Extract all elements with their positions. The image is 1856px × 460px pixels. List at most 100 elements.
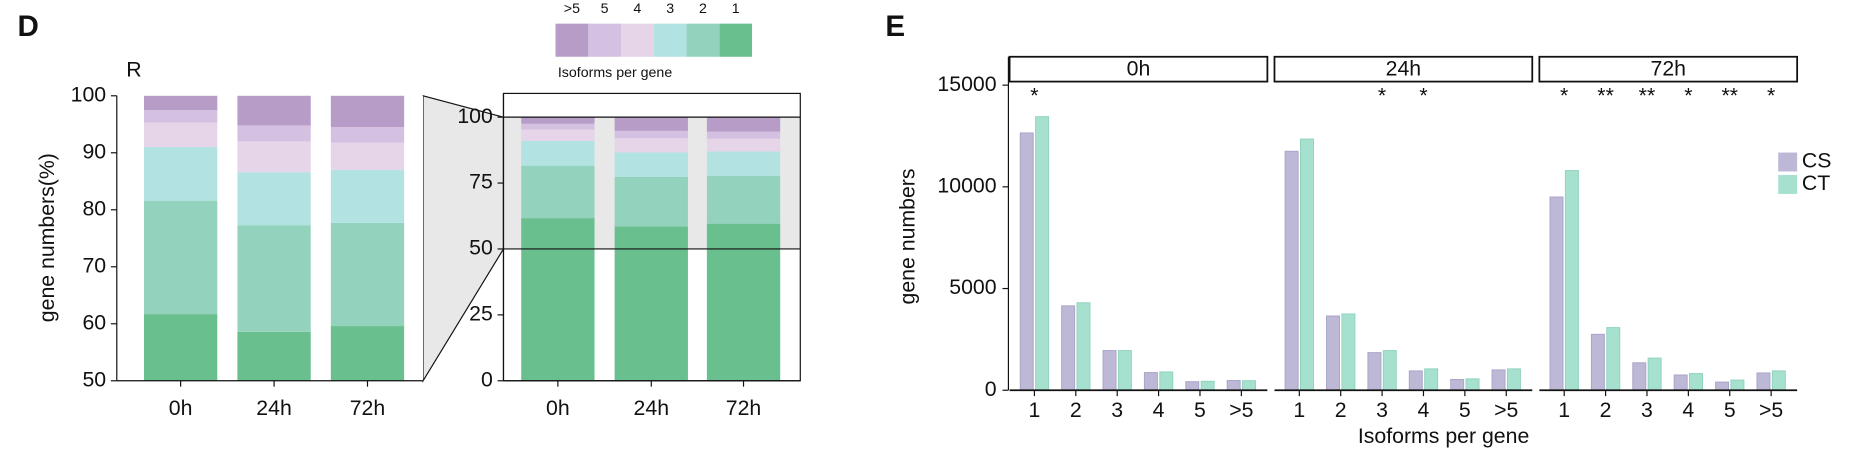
panel-label: D bbox=[17, 10, 38, 43]
bar-segment bbox=[706, 175, 781, 224]
x-tick-label: 1 bbox=[1029, 398, 1041, 422]
x-tick-label: 3 bbox=[1641, 398, 1653, 422]
bar bbox=[1606, 327, 1621, 391]
x-tick-label: 24h bbox=[256, 396, 291, 420]
x-tick-label: 2 bbox=[1335, 398, 1347, 422]
legend-label: CS bbox=[1802, 149, 1832, 173]
bar-segment bbox=[706, 138, 781, 152]
y-tick-label: 10000 bbox=[937, 173, 996, 197]
bar-segment bbox=[706, 223, 781, 381]
bar bbox=[1408, 370, 1423, 391]
panel-label: E bbox=[885, 10, 905, 43]
bar-segment bbox=[706, 117, 781, 132]
bar bbox=[1689, 373, 1704, 391]
significance: * bbox=[1684, 84, 1692, 108]
legend-swatch bbox=[686, 23, 720, 57]
legend-swatch bbox=[621, 23, 654, 57]
bar-segment bbox=[143, 314, 218, 381]
bar-segment bbox=[237, 125, 311, 142]
bar bbox=[1185, 381, 1200, 391]
x-tick-label: >5 bbox=[1759, 398, 1783, 422]
bar-segment bbox=[521, 123, 595, 130]
bar-segment bbox=[330, 222, 405, 327]
x-tick-label: 4 bbox=[1153, 398, 1165, 422]
bar-segment bbox=[614, 226, 688, 381]
facet-label: 0h bbox=[1127, 56, 1151, 80]
bar-segment bbox=[237, 172, 311, 226]
x-tick-label: 5 bbox=[1459, 398, 1471, 422]
y-tick-label: 90 bbox=[82, 139, 106, 163]
bar bbox=[1549, 196, 1564, 391]
x-tick-label: 1 bbox=[1293, 398, 1305, 422]
bar bbox=[1771, 370, 1786, 391]
y-tick-label: 15000 bbox=[937, 72, 996, 96]
bar-segment bbox=[614, 130, 688, 139]
bar-segment bbox=[521, 218, 595, 381]
bar bbox=[1242, 380, 1257, 391]
x-tick-label: 1 bbox=[1558, 398, 1570, 422]
bar bbox=[1756, 372, 1771, 391]
significance: * bbox=[1378, 84, 1386, 108]
x-tick-label: 0h bbox=[546, 396, 570, 420]
bar-segment bbox=[330, 326, 405, 381]
legend-swatch bbox=[555, 23, 589, 57]
legend-swatch bbox=[653, 23, 687, 57]
facet-strip bbox=[1538, 55, 1799, 83]
x-tick-label: >5 bbox=[1494, 398, 1518, 422]
y-tick-label: 75 bbox=[469, 170, 493, 194]
bar-segment bbox=[614, 138, 688, 153]
bar-segment bbox=[614, 152, 688, 177]
bar-segment bbox=[330, 95, 405, 128]
x-tick-label: 72h bbox=[726, 396, 761, 420]
bar bbox=[1019, 132, 1034, 391]
facet-label: 72h bbox=[1651, 56, 1686, 80]
bar-segment bbox=[330, 142, 405, 170]
bar bbox=[1632, 362, 1647, 391]
y-tick-label: 60 bbox=[82, 310, 106, 334]
x-tick-label: 5 bbox=[1724, 398, 1736, 422]
bar bbox=[1715, 381, 1730, 391]
bar bbox=[1564, 170, 1579, 391]
bar bbox=[1300, 138, 1314, 391]
y-tick-label: 5000 bbox=[949, 275, 996, 299]
y-tick-label: 25 bbox=[469, 301, 493, 325]
significance: ** bbox=[1639, 84, 1656, 108]
x-tick-label: 3 bbox=[1376, 398, 1388, 422]
facet-strip bbox=[1008, 55, 1269, 83]
legend-swatch bbox=[719, 23, 753, 57]
bar bbox=[1035, 116, 1050, 391]
bar bbox=[1159, 371, 1174, 391]
bar bbox=[1367, 352, 1382, 391]
bar bbox=[1491, 369, 1506, 391]
facet-strip bbox=[1273, 55, 1534, 83]
legend-swatch bbox=[588, 23, 622, 57]
bar-segment bbox=[706, 151, 781, 176]
bar-segment bbox=[143, 147, 218, 201]
y-axis-label: gene numbers bbox=[896, 169, 920, 305]
y-tick-label: 70 bbox=[82, 253, 106, 277]
bar bbox=[1226, 379, 1241, 391]
bar bbox=[1506, 368, 1521, 391]
y-axis-label: gene numbers(%) bbox=[35, 153, 59, 322]
bar bbox=[1326, 315, 1340, 391]
x-tick-label: 2 bbox=[1070, 398, 1082, 422]
legend-label: 2 bbox=[699, 1, 707, 17]
x-tick-label: 24h bbox=[634, 396, 669, 420]
bar bbox=[1117, 350, 1132, 391]
significance: * bbox=[1560, 84, 1568, 108]
legend-label: 5 bbox=[601, 1, 609, 17]
bar bbox=[1424, 368, 1439, 391]
x-tick-label: 0h bbox=[169, 396, 193, 420]
legend-swatch bbox=[1778, 175, 1798, 194]
y-tick-label: 100 bbox=[71, 82, 106, 106]
bar-segment bbox=[706, 131, 781, 139]
significance: * bbox=[1030, 84, 1038, 108]
y-tick-label: 50 bbox=[469, 236, 493, 260]
x-axis-label: Isoforms per gene bbox=[1358, 424, 1529, 448]
bar-segment bbox=[521, 129, 595, 141]
bar bbox=[1647, 357, 1662, 391]
x-tick-label: >5 bbox=[1229, 398, 1253, 422]
bar-segment bbox=[614, 176, 688, 227]
x-tick-label: 2 bbox=[1600, 398, 1612, 422]
